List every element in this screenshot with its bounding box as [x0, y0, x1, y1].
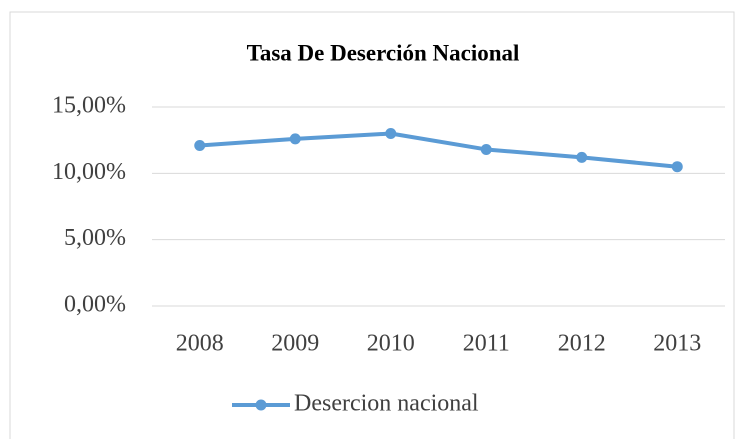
x-tick-label: 2009 [271, 331, 319, 357]
y-tick-label: 0,00% [64, 292, 126, 318]
legend-label: Desercion nacional [294, 391, 479, 417]
y-tick-label: 10,00% [52, 159, 126, 185]
chart-border [9, 11, 735, 439]
y-tick-label: 5,00% [64, 225, 126, 251]
data-point [289, 133, 301, 145]
data-point [480, 143, 492, 155]
x-tick-label: 2010 [367, 331, 415, 357]
chart-title: Tasa De Deserción Nacional [247, 40, 520, 65]
data-point [194, 139, 206, 151]
legend-marker [255, 399, 267, 411]
x-tick-label: 2013 [653, 331, 701, 357]
series-line [199, 131, 678, 169]
data-point [385, 128, 397, 140]
data-point [576, 151, 588, 163]
y-tick-label: 15,00% [52, 93, 126, 119]
x-tick-label: 2012 [558, 331, 606, 357]
x-tick-label: 2011 [463, 331, 510, 357]
x-tick-label: 2008 [176, 331, 224, 357]
data-point [671, 161, 683, 173]
